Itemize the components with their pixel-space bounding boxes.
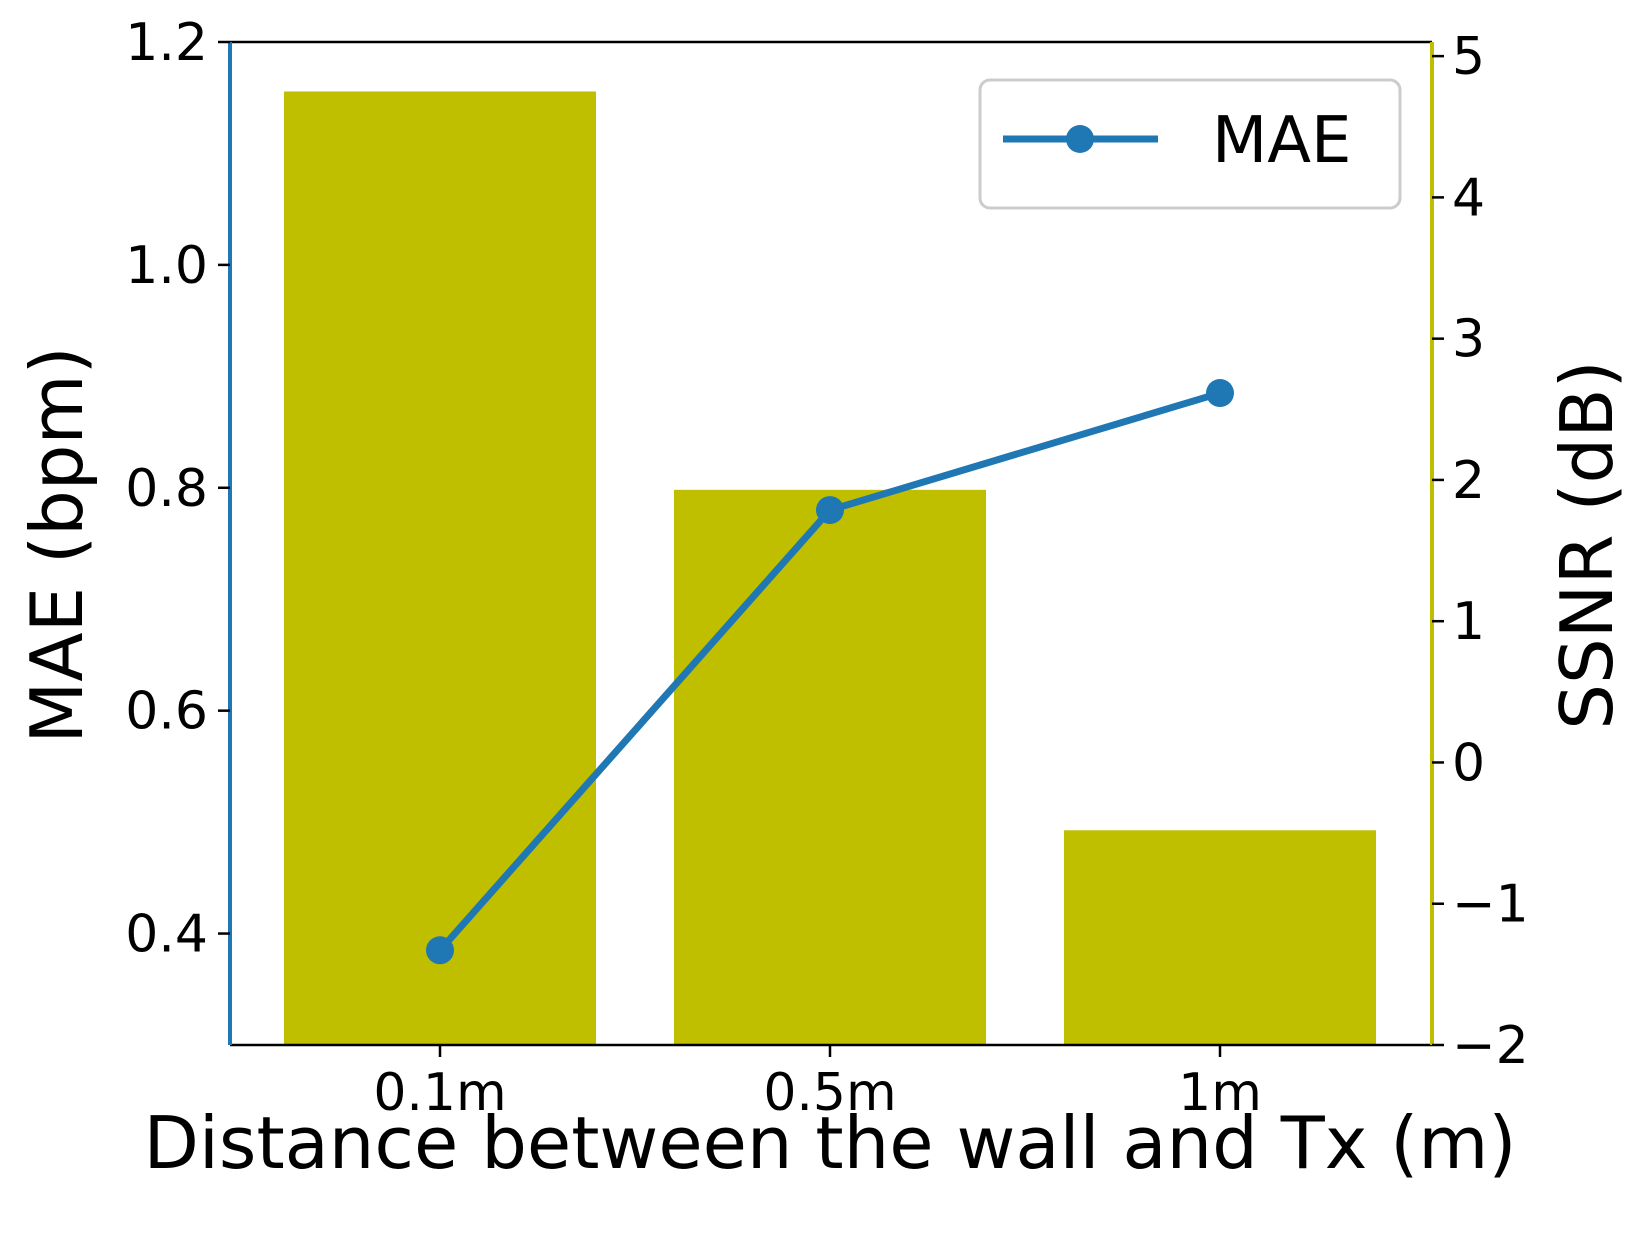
axes-layer: [228, 40, 1434, 1047]
ticks-layer: 0.4 0.6 0.8 1.0 1.2 −2 −1 0 1 2 3 4 5 0.1m 0.5m 1m: [125, 13, 1528, 1123]
right-tick-label: 5: [1452, 27, 1485, 87]
mae-point-0.1m: [426, 936, 454, 965]
legend: MAE: [978, 78, 1402, 210]
right-tick-label: 3: [1452, 310, 1485, 370]
left-tick-label: 1.2: [125, 13, 208, 73]
mae-point-1m: [1206, 379, 1234, 408]
bars-layer: [284, 91, 1376, 1045]
mae-point-0.5m: [816, 496, 844, 525]
right-axis-title: SSNR (dB): [1545, 360, 1629, 729]
left-tick-label: 0.4: [125, 905, 208, 965]
legend-label-mae: MAE: [1212, 104, 1351, 178]
bar-1m: [1064, 830, 1376, 1045]
bar-0.1m: [284, 91, 596, 1045]
x-tick-label: 0.5m: [763, 1063, 896, 1123]
right-tick-label: −1: [1452, 875, 1529, 935]
left-tick-label: 0.8: [125, 459, 208, 519]
right-tick-label: 2: [1452, 451, 1485, 511]
legend-frame: [978, 78, 1402, 210]
bar-0.5m: [674, 489, 986, 1045]
left-tick-label: 0.6: [125, 682, 208, 742]
line-layer: [426, 379, 1234, 965]
right-tick-label: 1: [1452, 592, 1485, 652]
left-tick-label: 1.0: [125, 236, 208, 296]
x-tick-label: 0.1m: [373, 1063, 506, 1123]
right-tick-label: 4: [1452, 168, 1485, 228]
legend-marker-swatch: [1066, 125, 1094, 153]
right-tick-label: 0: [1452, 733, 1485, 793]
x-axis-title: Distance between the wall and Tx (m): [143, 1101, 1516, 1185]
x-tick-label: 1m: [1178, 1063, 1262, 1123]
left-axis-title: MAE (bpm): [15, 346, 99, 743]
right-tick-label: −2: [1452, 1016, 1529, 1076]
